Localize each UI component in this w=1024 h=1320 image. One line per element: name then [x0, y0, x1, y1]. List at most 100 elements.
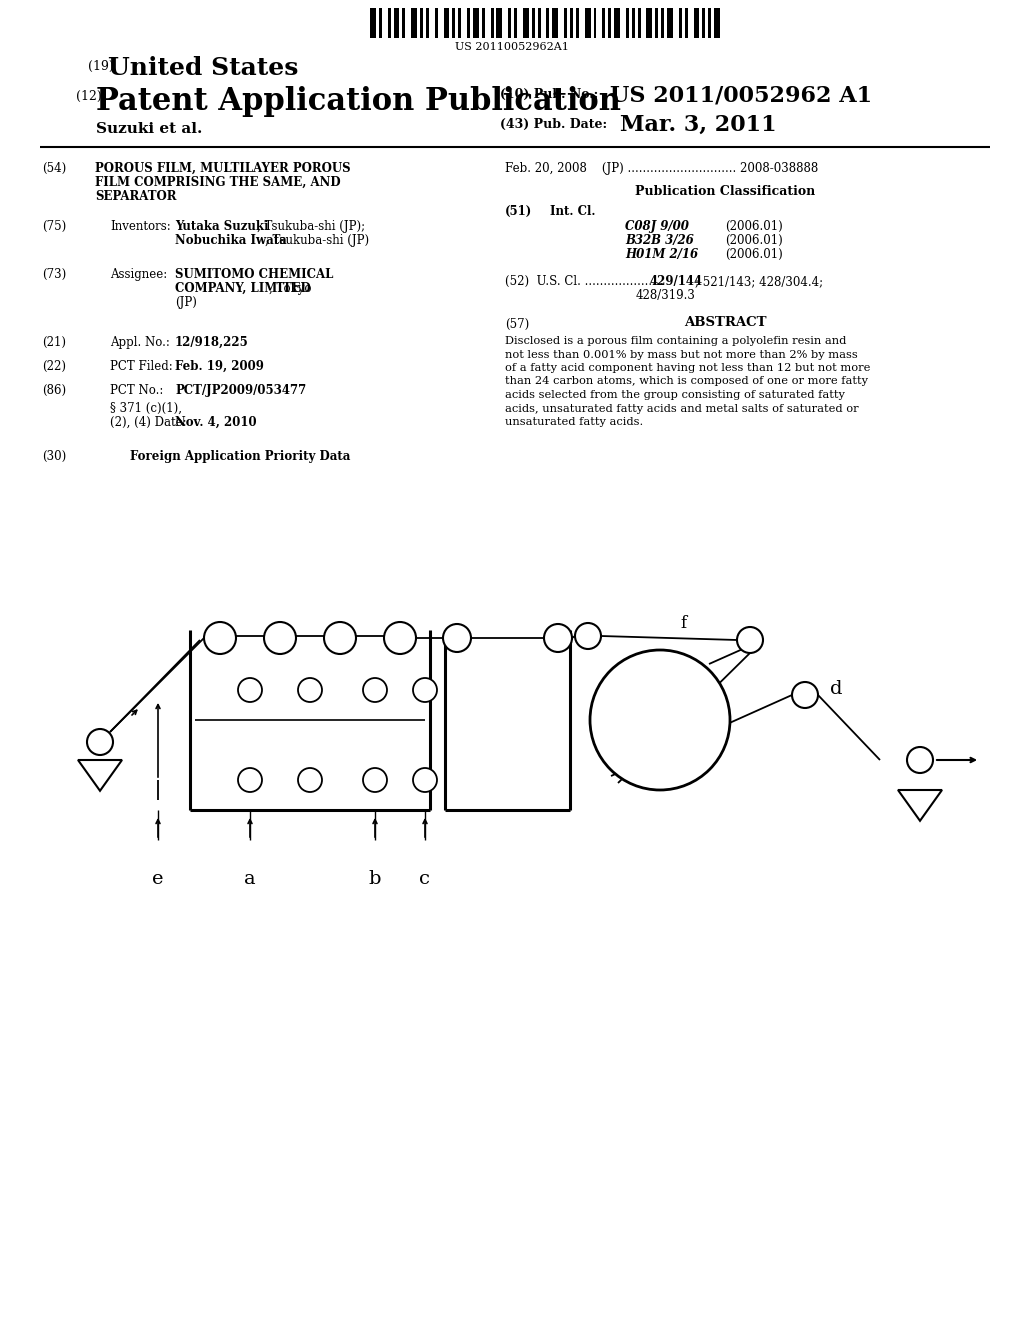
Text: (52)  U.S. Cl. .....................: (52) U.S. Cl. .....................: [505, 275, 664, 288]
Text: (JP): (JP): [175, 296, 197, 309]
Bar: [547, 8, 550, 38]
Bar: [435, 8, 437, 38]
Text: (43) Pub. Date:: (43) Pub. Date:: [500, 117, 607, 131]
Text: COMPANY, LIMITED: COMPANY, LIMITED: [175, 282, 310, 294]
Bar: [555, 8, 558, 38]
Text: US 2011/0052962 A1: US 2011/0052962 A1: [610, 84, 872, 106]
Text: a: a: [244, 870, 256, 888]
Text: Inventors:: Inventors:: [110, 220, 171, 234]
Text: , Tokyo: , Tokyo: [269, 282, 311, 294]
Bar: [709, 8, 712, 38]
Text: (54): (54): [42, 162, 67, 176]
Text: Assignee:: Assignee:: [110, 268, 167, 281]
Circle shape: [792, 682, 818, 708]
Bar: [649, 8, 652, 38]
Text: ; 521/143; 428/304.4;: ; 521/143; 428/304.4;: [695, 275, 823, 288]
Bar: [538, 8, 541, 38]
Bar: [531, 8, 535, 38]
Bar: [473, 8, 476, 38]
Bar: [370, 8, 373, 38]
Bar: [717, 8, 720, 38]
Text: Mar. 3, 2011: Mar. 3, 2011: [620, 114, 776, 136]
Polygon shape: [898, 789, 942, 821]
Text: 12/918,225: 12/918,225: [175, 337, 249, 348]
Bar: [646, 8, 649, 38]
Circle shape: [737, 627, 763, 653]
Bar: [420, 8, 423, 38]
Text: d: d: [830, 680, 843, 698]
Bar: [458, 8, 461, 38]
Text: § 371 (c)(1),: § 371 (c)(1),: [110, 403, 182, 414]
Circle shape: [544, 624, 572, 652]
Text: e: e: [153, 870, 164, 888]
Text: (75): (75): [42, 220, 67, 234]
Bar: [679, 8, 682, 38]
Text: 428/319.3: 428/319.3: [635, 289, 695, 302]
Bar: [702, 8, 706, 38]
Bar: [388, 8, 390, 38]
Bar: [714, 8, 717, 38]
Bar: [402, 8, 406, 38]
Text: Foreign Application Priority Data: Foreign Application Priority Data: [130, 450, 350, 463]
Text: (57): (57): [505, 318, 529, 331]
Text: Feb. 20, 2008    (JP) ............................. 2008-038888: Feb. 20, 2008 (JP) .....................…: [505, 162, 818, 176]
Circle shape: [238, 678, 262, 702]
Text: Feb. 19, 2009: Feb. 19, 2009: [175, 360, 264, 374]
Text: (2), (4) Date:: (2), (4) Date:: [110, 416, 186, 429]
Text: (2006.01): (2006.01): [725, 234, 782, 247]
Circle shape: [443, 624, 471, 652]
Bar: [626, 8, 629, 38]
Text: c: c: [420, 870, 430, 888]
Bar: [585, 8, 588, 38]
Bar: [500, 8, 503, 38]
Bar: [693, 8, 696, 38]
Text: (51): (51): [505, 205, 532, 218]
Text: Suzuki et al.: Suzuki et al.: [96, 121, 203, 136]
Circle shape: [413, 678, 437, 702]
Text: Nov. 4, 2010: Nov. 4, 2010: [175, 416, 257, 429]
Bar: [632, 8, 635, 38]
Bar: [412, 8, 414, 38]
Text: PCT Filed:: PCT Filed:: [110, 360, 173, 374]
Circle shape: [362, 678, 387, 702]
Bar: [662, 8, 665, 38]
Circle shape: [384, 622, 416, 653]
Text: (12): (12): [76, 90, 101, 103]
Bar: [575, 8, 579, 38]
Bar: [426, 8, 429, 38]
Text: ABSTRACT: ABSTRACT: [684, 315, 766, 329]
Text: Disclosed is a porous film containing a polyolefin resin and: Disclosed is a porous film containing a …: [505, 337, 847, 346]
Bar: [638, 8, 641, 38]
Bar: [393, 8, 396, 38]
Bar: [414, 8, 417, 38]
Circle shape: [204, 622, 236, 653]
Bar: [514, 8, 517, 38]
Text: Yutaka Suzuki: Yutaka Suzuki: [175, 220, 268, 234]
Text: b: b: [369, 870, 381, 888]
Bar: [614, 8, 617, 38]
Bar: [467, 8, 470, 38]
Bar: [490, 8, 494, 38]
Text: United States: United States: [108, 55, 298, 81]
Text: , Tsukuba-shi (JP): , Tsukuba-shi (JP): [265, 234, 369, 247]
Bar: [667, 8, 670, 38]
Text: , Tsukuba-shi (JP);: , Tsukuba-shi (JP);: [257, 220, 366, 234]
Bar: [570, 8, 573, 38]
Circle shape: [590, 649, 730, 789]
Circle shape: [87, 729, 113, 755]
Circle shape: [264, 622, 296, 653]
Text: than 24 carbon atoms, which is composed of one or more fatty: than 24 carbon atoms, which is composed …: [505, 376, 868, 387]
Bar: [508, 8, 511, 38]
Bar: [564, 8, 567, 38]
Text: (22): (22): [42, 360, 66, 374]
Text: (21): (21): [42, 337, 66, 348]
Text: H01M 2/16: H01M 2/16: [625, 248, 698, 261]
Bar: [696, 8, 699, 38]
Circle shape: [362, 768, 387, 792]
Text: SEPARATOR: SEPARATOR: [95, 190, 176, 203]
Bar: [396, 8, 399, 38]
Text: Appl. No.:: Appl. No.:: [110, 337, 170, 348]
Bar: [685, 8, 688, 38]
Text: unsaturated fatty acids.: unsaturated fatty acids.: [505, 417, 643, 426]
Circle shape: [907, 747, 933, 774]
